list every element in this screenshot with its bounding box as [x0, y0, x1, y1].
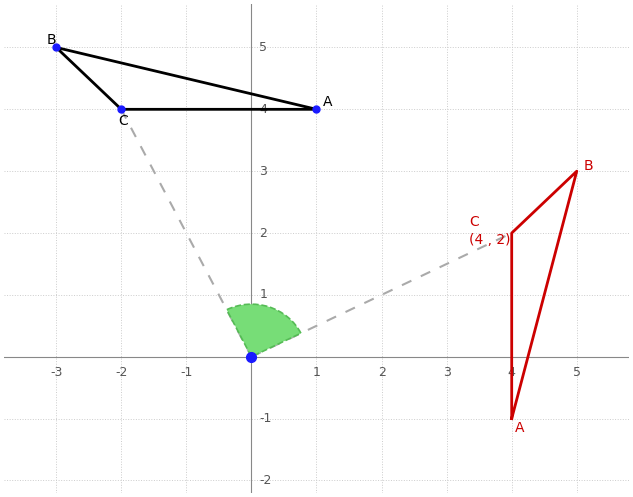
Text: -1: -1: [260, 412, 272, 425]
Text: 5: 5: [260, 41, 267, 54]
Text: 3: 3: [442, 366, 451, 379]
Text: C: C: [118, 114, 128, 128]
Text: -2: -2: [260, 474, 272, 487]
Text: (4 , 2): (4 , 2): [470, 233, 511, 247]
Text: A: A: [515, 421, 525, 435]
Text: -3: -3: [50, 366, 63, 379]
Text: 2: 2: [378, 366, 385, 379]
Text: 1: 1: [313, 366, 320, 379]
Text: B: B: [46, 33, 56, 47]
Text: 1: 1: [260, 288, 267, 301]
Text: B: B: [583, 159, 593, 173]
Text: -2: -2: [115, 366, 127, 379]
Text: C: C: [470, 215, 479, 229]
Text: 2: 2: [260, 227, 267, 240]
Wedge shape: [227, 304, 301, 357]
Text: 4: 4: [260, 103, 267, 116]
Text: A: A: [323, 95, 332, 109]
Text: 3: 3: [260, 165, 267, 178]
Text: -1: -1: [180, 366, 192, 379]
Text: 4: 4: [508, 366, 516, 379]
Text: 5: 5: [573, 366, 581, 379]
